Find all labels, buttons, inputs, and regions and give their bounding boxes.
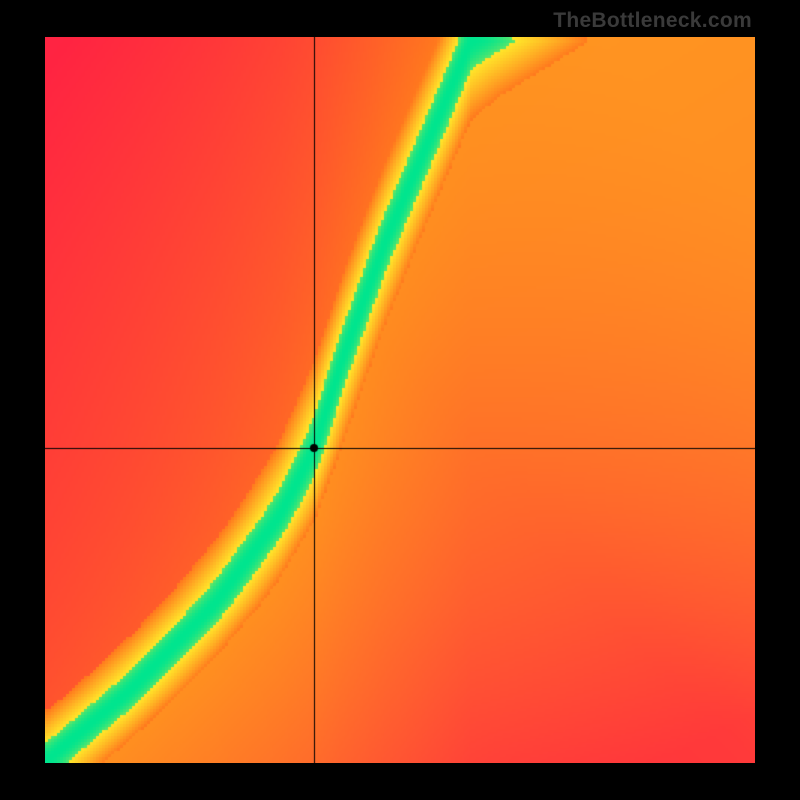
chart-container: TheBottleneck.com [0,0,800,800]
watermark-text: TheBottleneck.com [553,9,752,33]
bottleneck-heatmap [45,37,755,763]
